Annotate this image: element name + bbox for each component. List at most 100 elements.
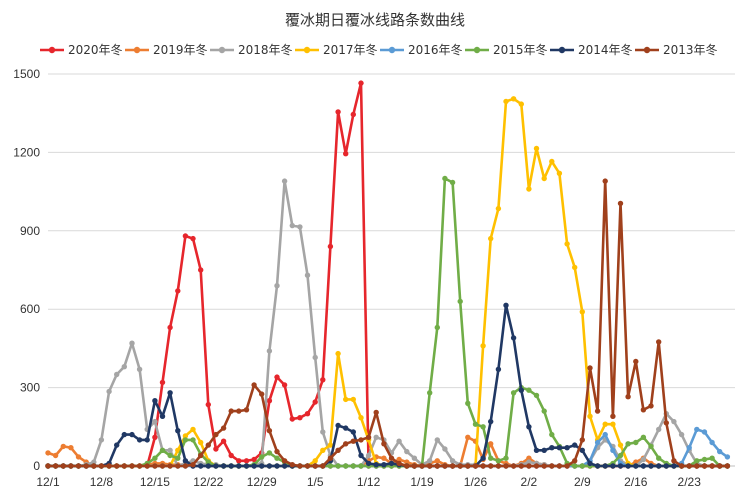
data-point xyxy=(274,455,280,461)
data-point xyxy=(190,462,196,468)
data-point xyxy=(297,463,303,469)
data-point xyxy=(617,452,624,459)
data-point xyxy=(259,454,265,460)
data-point xyxy=(266,348,273,354)
data-point xyxy=(121,431,128,438)
legend-swatch-marker xyxy=(473,46,481,54)
data-point xyxy=(434,463,440,469)
data-point xyxy=(594,408,601,414)
data-point xyxy=(495,463,502,469)
data-point xyxy=(442,446,448,452)
data-point xyxy=(442,463,448,469)
data-point xyxy=(488,235,494,242)
data-point xyxy=(572,463,578,469)
data-point xyxy=(510,335,517,341)
data-point xyxy=(297,224,303,230)
data-point xyxy=(503,98,509,105)
data-point xyxy=(289,416,295,422)
data-point xyxy=(106,463,112,469)
data-point xyxy=(213,431,219,438)
data-point xyxy=(266,450,273,456)
data-point xyxy=(91,459,97,465)
chart-title: 覆冰期日覆冰线路条数曲线 xyxy=(285,11,465,29)
data-point xyxy=(320,377,326,383)
data-point xyxy=(579,463,585,469)
data-point xyxy=(610,447,616,453)
data-point xyxy=(152,463,158,469)
data-point xyxy=(243,458,250,464)
data-point xyxy=(518,463,524,469)
data-point xyxy=(45,463,51,469)
data-point xyxy=(678,431,685,438)
data-point xyxy=(503,302,509,308)
data-point xyxy=(251,382,257,388)
data-point xyxy=(526,463,532,469)
data-point xyxy=(350,438,356,444)
data-point xyxy=(549,431,555,438)
data-point xyxy=(587,365,593,371)
data-point xyxy=(694,426,700,433)
data-point xyxy=(68,463,74,469)
data-point xyxy=(159,379,166,386)
data-point xyxy=(114,463,120,469)
data-point xyxy=(388,455,395,461)
data-point xyxy=(114,371,120,378)
data-point xyxy=(694,458,700,464)
data-point xyxy=(656,426,662,433)
data-point xyxy=(373,409,379,416)
x-tick-label: 12/8 xyxy=(90,475,114,489)
series-3 xyxy=(45,178,731,469)
data-point xyxy=(266,398,273,404)
data-point xyxy=(365,434,372,440)
data-point xyxy=(45,450,51,456)
data-point xyxy=(343,441,349,447)
data-point xyxy=(91,463,97,469)
legend-item: 2017年冬 xyxy=(295,42,378,57)
data-point xyxy=(472,421,479,427)
data-point xyxy=(602,421,608,427)
data-point xyxy=(541,175,547,182)
data-point xyxy=(136,463,143,469)
data-point xyxy=(488,455,494,461)
data-point xyxy=(564,241,570,247)
y-tick-label: 1500 xyxy=(13,67,40,81)
data-point xyxy=(457,463,463,469)
data-point xyxy=(266,428,273,434)
data-point xyxy=(182,233,189,239)
data-point xyxy=(510,96,517,102)
data-point xyxy=(564,463,570,469)
data-point xyxy=(75,454,82,460)
data-point xyxy=(587,413,593,419)
data-point xyxy=(526,459,532,465)
data-point xyxy=(350,429,356,435)
data-point xyxy=(220,438,227,444)
data-point xyxy=(533,392,540,399)
y-tick-label: 600 xyxy=(20,302,40,316)
data-point xyxy=(236,408,242,414)
data-point xyxy=(556,170,563,176)
data-point xyxy=(335,463,341,469)
data-point xyxy=(251,463,257,469)
data-point xyxy=(572,442,578,448)
data-point xyxy=(198,463,204,469)
data-point xyxy=(434,458,440,464)
data-point xyxy=(541,447,547,453)
data-point xyxy=(182,463,189,469)
data-point xyxy=(579,309,585,315)
data-point xyxy=(373,462,379,468)
data-point xyxy=(434,437,440,443)
legend-item: 2015年冬 xyxy=(465,42,548,57)
data-point xyxy=(701,429,708,435)
data-point xyxy=(358,463,364,469)
legend-item: 2019年冬 xyxy=(125,42,208,57)
data-point xyxy=(587,460,593,467)
x-tick-label: 12/29 xyxy=(247,475,277,489)
data-point xyxy=(152,434,158,440)
data-point xyxy=(182,437,189,443)
data-point xyxy=(152,418,158,425)
x-tick-label: 12/15 xyxy=(140,475,170,489)
legend-item: 2016年冬 xyxy=(380,42,463,57)
data-point xyxy=(510,390,517,396)
data-point xyxy=(129,431,135,438)
